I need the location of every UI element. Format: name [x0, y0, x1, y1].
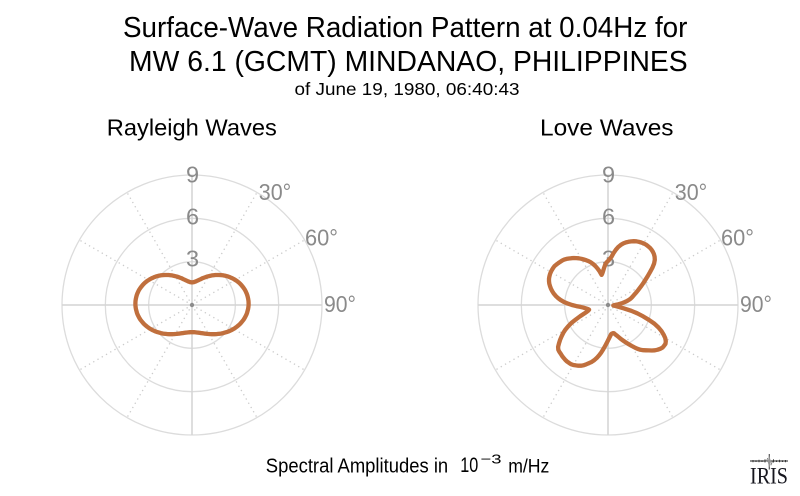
svg-text:6: 6: [186, 203, 199, 229]
svg-text:30°: 30°: [259, 179, 292, 205]
svg-text:IRIS: IRIS: [750, 464, 788, 489]
svg-text:60°: 60°: [305, 225, 338, 251]
svg-text:Rayleigh Waves: Rayleigh Waves: [107, 115, 277, 141]
svg-text:9: 9: [602, 162, 615, 188]
svg-text:6: 6: [602, 203, 615, 229]
svg-text:m/Hz: m/Hz: [508, 456, 549, 477]
svg-text:90°: 90°: [740, 291, 772, 317]
svg-text:30°: 30°: [675, 179, 708, 205]
svg-text:Spectral Amplitudes in: Spectral Amplitudes in: [266, 455, 448, 477]
svg-text:−3: −3: [481, 452, 502, 467]
svg-text:Love Waves: Love Waves: [540, 115, 674, 141]
svg-text:10: 10: [460, 454, 478, 477]
svg-text:9: 9: [186, 162, 199, 188]
svg-text:MW 6.1 (GCMT) MINDANAO, PHILIP: MW 6.1 (GCMT) MINDANAO, PHILIPPINES: [129, 46, 688, 78]
svg-text:90°: 90°: [324, 291, 356, 317]
svg-text:of June 19, 1980, 06:40:43: of June 19, 1980, 06:40:43: [295, 79, 520, 99]
svg-text:Surface-Wave Radiation Pattern: Surface-Wave Radiation Pattern at 0.04Hz…: [123, 12, 688, 44]
svg-text:3: 3: [186, 246, 199, 272]
svg-text:60°: 60°: [721, 225, 754, 251]
